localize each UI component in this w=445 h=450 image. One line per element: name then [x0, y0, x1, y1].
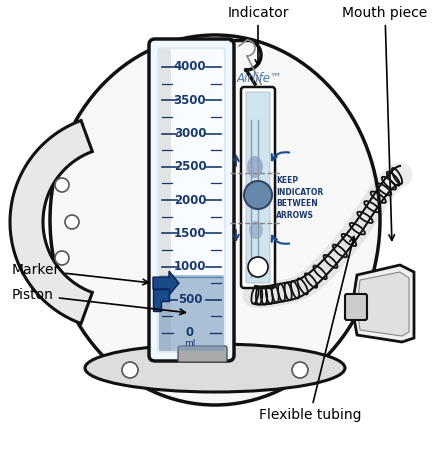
Polygon shape: [10, 121, 93, 324]
Circle shape: [248, 257, 268, 277]
FancyBboxPatch shape: [158, 48, 225, 352]
Text: 500: 500: [178, 293, 202, 306]
Circle shape: [244, 181, 272, 209]
Ellipse shape: [247, 156, 263, 178]
FancyBboxPatch shape: [159, 49, 171, 351]
FancyBboxPatch shape: [178, 346, 227, 362]
Text: Marker: Marker: [12, 263, 148, 285]
Text: 1500: 1500: [174, 227, 206, 240]
FancyBboxPatch shape: [149, 39, 234, 361]
Text: 3000: 3000: [174, 127, 206, 140]
Circle shape: [292, 362, 308, 378]
FancyBboxPatch shape: [241, 87, 275, 288]
Ellipse shape: [249, 221, 263, 239]
Text: Indicator: Indicator: [227, 6, 289, 65]
Text: 1000: 1000: [174, 260, 206, 273]
Text: 2000: 2000: [174, 194, 206, 207]
Text: Mouth piece: Mouth piece: [342, 6, 428, 240]
Text: 0: 0: [186, 327, 194, 339]
Circle shape: [55, 251, 69, 265]
Text: 4000: 4000: [174, 60, 206, 73]
Text: Flexible tubing: Flexible tubing: [259, 237, 361, 422]
Text: ml: ml: [184, 338, 196, 347]
Text: Piston: Piston: [12, 288, 186, 315]
Polygon shape: [153, 289, 169, 311]
Polygon shape: [153, 271, 179, 295]
Circle shape: [65, 215, 79, 229]
Circle shape: [55, 178, 69, 192]
FancyBboxPatch shape: [159, 275, 224, 351]
Polygon shape: [352, 265, 414, 342]
Text: 3500: 3500: [174, 94, 206, 107]
Text: Airlife™: Airlife™: [237, 72, 283, 85]
Text: KEEP
INDICATOR
BETWEEN
ARROWS: KEEP INDICATOR BETWEEN ARROWS: [276, 176, 323, 220]
Polygon shape: [357, 272, 409, 336]
FancyBboxPatch shape: [246, 92, 270, 283]
Circle shape: [122, 362, 138, 378]
Ellipse shape: [85, 344, 345, 392]
Ellipse shape: [50, 35, 380, 405]
FancyBboxPatch shape: [345, 294, 367, 320]
Text: 2500: 2500: [174, 160, 206, 173]
